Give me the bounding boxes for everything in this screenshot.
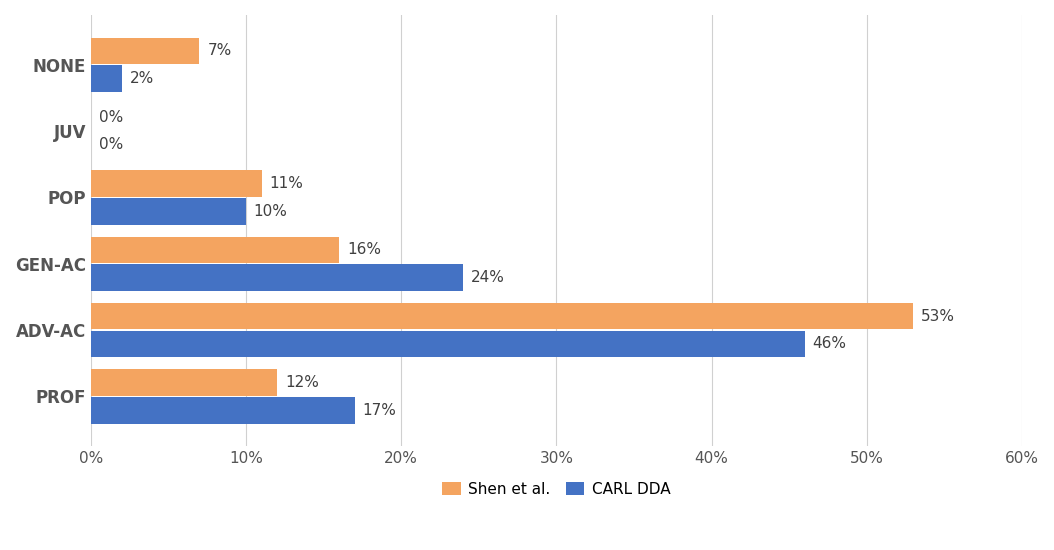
Text: 7%: 7% xyxy=(208,43,232,58)
Text: 2%: 2% xyxy=(130,71,154,86)
Legend: Shen et al., CARL DDA: Shen et al., CARL DDA xyxy=(436,476,677,503)
Text: 0%: 0% xyxy=(99,138,123,152)
Bar xyxy=(91,65,122,92)
Bar xyxy=(91,170,261,197)
Bar xyxy=(91,397,355,424)
Text: 10%: 10% xyxy=(254,204,288,219)
Text: 24%: 24% xyxy=(471,270,505,285)
Text: 17%: 17% xyxy=(363,403,396,418)
Text: 53%: 53% xyxy=(921,309,955,323)
Bar xyxy=(91,331,805,358)
Bar xyxy=(91,37,199,64)
Text: 11%: 11% xyxy=(270,176,304,191)
Bar xyxy=(91,236,339,263)
Bar xyxy=(91,198,246,224)
Text: 46%: 46% xyxy=(813,337,846,351)
Text: 0%: 0% xyxy=(99,109,123,125)
Bar xyxy=(91,369,277,395)
Text: 16%: 16% xyxy=(347,243,380,257)
Text: 12%: 12% xyxy=(285,375,318,390)
Bar xyxy=(91,265,464,291)
Bar xyxy=(91,303,914,329)
